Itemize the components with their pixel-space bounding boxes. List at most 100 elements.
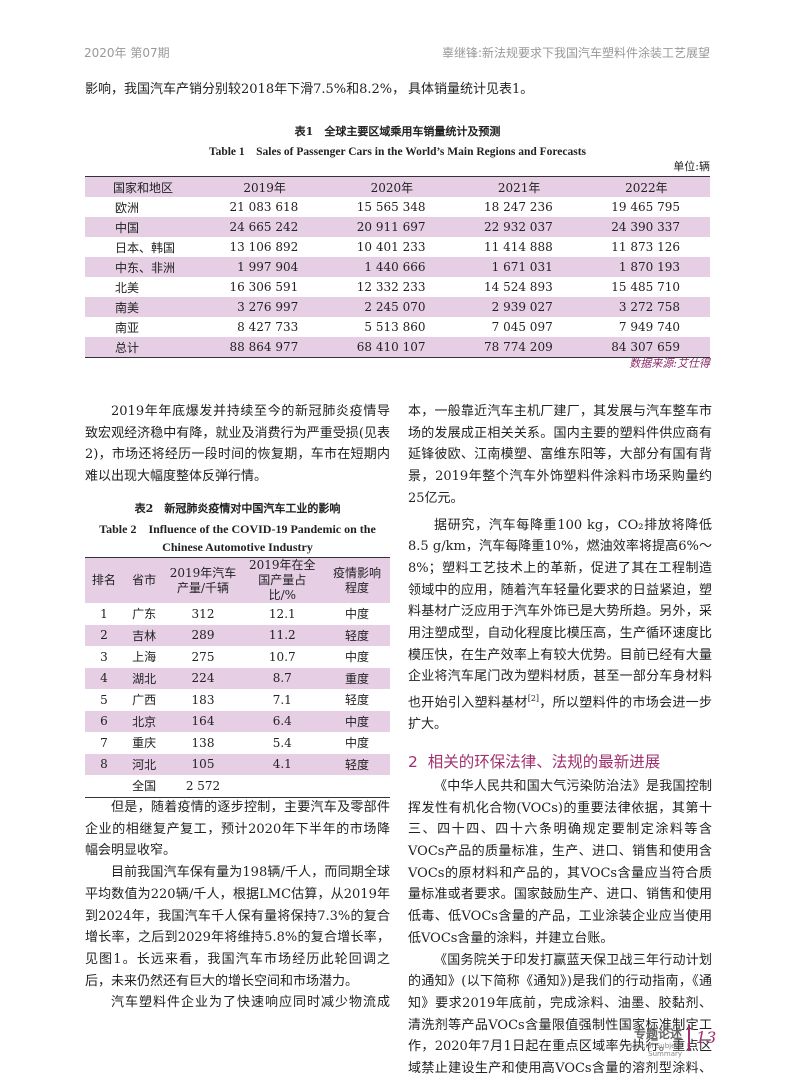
table-row: 中东、非洲 1 997 904 1 440 666 1 671 031 1 870 19… <box>85 257 710 277</box>
text: 据研究，汽车每降重100 kg，CO₂排放将降低8.5 g/km，汽车每降重10… <box>408 517 712 711</box>
cell: 22 932 037 <box>455 217 583 237</box>
left-column: 2019年年底爆发并持续至今的新冠肺炎疫情导致宏观经济稳中有降，就业及消费行为严… <box>85 401 390 488</box>
header-cell: 国家和地区 <box>85 176 202 197</box>
cell: 欧洲 <box>115 200 140 215</box>
cell: 中度 <box>344 650 369 665</box>
table-row: 3 上海 275 10.7 中度 <box>85 646 390 668</box>
table2: 排名 省市 2019年汽车产量/千辆 2019年在全国产量占比/% 疫情影响程度 1 广东 3… <box>85 557 390 798</box>
cell: 84 307 659 <box>582 337 710 358</box>
header-row: 排名 省市 2019年汽车产量/千辆 2019年在全国产量占比/% 疫情影响程度 <box>85 557 390 603</box>
cell: 中度 <box>323 710 390 732</box>
table1-caption-en: Table 1 Sales of Passenger Cars in the W… <box>208 146 587 158</box>
cell: 1 997 904 <box>201 257 329 277</box>
paragraph: 据研究，汽车每降重100 kg，CO₂排放将降低8.5 g/km，汽车每降重10… <box>408 515 712 736</box>
cell: 12 332 233 <box>356 280 426 294</box>
cell: 164 <box>165 710 241 732</box>
paragraph: 《中华人民共和国大气污染防治法》是我国控制挥发性有机化合物(VOCs)的重要法律… <box>408 778 712 946</box>
cell: 183 <box>191 692 215 707</box>
cell: 289 <box>165 624 241 646</box>
table-row: 中国 24 665 242 20 911 697 22 932 037 24 390 3… <box>85 217 710 237</box>
cell: 12.1 <box>268 606 296 621</box>
paragraph: 但是，随着疫情的逐步控制，主要汽车及零部件企业的相继复产复工，预计2020年下半… <box>85 800 390 859</box>
cell: 8 <box>85 753 123 775</box>
paragraph: 目前我国汽车保有量为198辆/千人，而同期全球平均数值为220辆/千人，根据LM… <box>85 865 390 989</box>
table2-caption-en: Table 2 Influence of the COVID-19 Pandem… <box>99 522 376 554</box>
table-row: 1 广东 312 12.1 中度 <box>85 603 390 625</box>
cell: 11.2 <box>240 624 324 646</box>
cell: 2 572 <box>185 778 221 793</box>
cell: 78 774 209 <box>455 337 583 358</box>
cell: 湖北 <box>122 667 166 689</box>
left-column-2: 但是，随着疫情的逐步控制，主要汽车及零部件企业的相继复产复工，预计2020年下半… <box>85 797 390 1014</box>
paragraph: 本，一般靠近汽车主机厂建厂，其发展与汽车整车市场的发展成正相关关系。国内主要的塑… <box>408 404 712 506</box>
cell: 1 440 666 <box>328 257 456 277</box>
cell: 3 276 997 <box>201 297 329 317</box>
cell: 轻度 <box>323 624 390 646</box>
cell: 1 671 031 <box>455 257 583 277</box>
intro-left: 影响，我国汽车产销分别较2018年下滑7.5%和8.2%， <box>85 82 406 97</box>
table-row: 北美 16 306 591 12 332 233 14 524 893 15 485 7… <box>85 277 710 297</box>
cell: 吉林 <box>122 624 166 646</box>
cell: 18 247 236 <box>484 200 553 214</box>
cell: 312 <box>191 606 215 621</box>
page-number: 13 <box>688 1025 716 1051</box>
cell: 10 401 233 <box>356 240 426 254</box>
header-cell: 2019年在全国产量占比/% <box>240 557 324 603</box>
heading-text: 相关的环保法律、法规的最新进展 <box>427 752 661 771</box>
cell: 15 485 710 <box>611 280 680 294</box>
cell: 19 465 795 <box>611 200 680 214</box>
cell: 105 <box>165 753 241 775</box>
header-cell: 2022年 <box>582 176 710 197</box>
cell: 68 410 107 <box>328 337 456 358</box>
table-row: 6 北京 164 6.4 中度 <box>85 710 390 732</box>
cell: 24 390 337 <box>582 217 710 237</box>
table-row: 全国 2 572 <box>85 775 390 797</box>
cell: 6 <box>85 710 123 732</box>
paragraph: 汽车塑料件企业为了快速响应同时减少物流成 <box>111 995 390 1011</box>
cell: 重度 <box>323 667 390 689</box>
cell: 5.4 <box>272 735 292 750</box>
cell: 轻度 <box>344 693 369 708</box>
header-cell: 2019年汽车产量/千辆 <box>165 557 241 603</box>
paragraph: 《国务院关于印发打赢蓝天保卫战三年行动计划的通知》(以下简称《通知》)是我们的行… <box>408 952 712 1077</box>
cell: 88 864 977 <box>201 337 329 358</box>
cell: 7 949 740 <box>618 320 680 334</box>
cell: 北美 <box>115 280 140 295</box>
footer-section: 专题论述 Special Subject Summary <box>600 1025 682 1058</box>
cell: 北京 <box>122 710 166 732</box>
cell: 全国 <box>132 779 157 794</box>
cell: 3 272 758 <box>582 297 710 317</box>
table-row: 南亚 8 427 733 5 513 860 7 045 097 7 949 740 <box>85 317 710 337</box>
table-row: 5 广西 183 7.1 轻度 <box>85 689 390 711</box>
footer-section-en: Special Subject Summary <box>628 1042 682 1058</box>
cell: 24 665 242 <box>201 217 329 237</box>
cell: 16 306 591 <box>229 280 299 294</box>
cell: 5 <box>100 692 108 707</box>
table-row: 7 重庆 138 5.4 中度 <box>85 732 390 754</box>
header-row: 国家和地区 2019年 2020年 2021年 2022年 <box>85 176 710 197</box>
cell: 总计 <box>85 337 202 358</box>
table2-caption: 表2 新冠肺炎疫情对中国汽车工业的影响 <box>134 502 341 515</box>
header-right: 辜继锋:新法规要求下我国汽车塑料件涂装工艺展望 <box>441 46 710 60</box>
cell: 南亚 <box>115 320 140 335</box>
table1-caption: 表1 全球主要区域乘用车销量统计及预测 <box>294 125 501 138</box>
section-heading: 2 相关的环保法律、法规的最新进展 <box>408 750 712 772</box>
cell: 8.7 <box>240 667 324 689</box>
text: ，所以塑料件的市场会进一步扩大。 <box>408 695 712 733</box>
table-row: 2 吉林 289 11.2 轻度 <box>85 624 390 646</box>
right-column: 本，一般靠近汽车主机厂建厂，其发展与汽车整车市场的发展成正相关关系。国内主要的塑… <box>408 401 712 1077</box>
intro-right: 具体销量统计见表1。 <box>408 82 534 97</box>
cell: 轻度 <box>323 753 390 775</box>
cell: 138 <box>191 735 215 750</box>
header-cell: 2020年 <box>328 176 456 197</box>
cell: 广西 <box>132 693 157 708</box>
heading-number: 2 <box>408 752 418 771</box>
cell: 11 873 126 <box>611 240 680 254</box>
cell: 中东、非洲 <box>85 257 202 277</box>
cell: 224 <box>165 667 241 689</box>
table1-unit: 单位:辆 <box>673 160 710 173</box>
paragraph: 2019年年底爆发并持续至今的新冠肺炎疫情导致宏观经济稳中有降，就业及消费行为严… <box>85 404 390 485</box>
cell: 2 245 070 <box>328 297 456 317</box>
table-row: 欧洲 21 083 618 15 565 348 18 247 236 19 465 7… <box>85 197 710 217</box>
